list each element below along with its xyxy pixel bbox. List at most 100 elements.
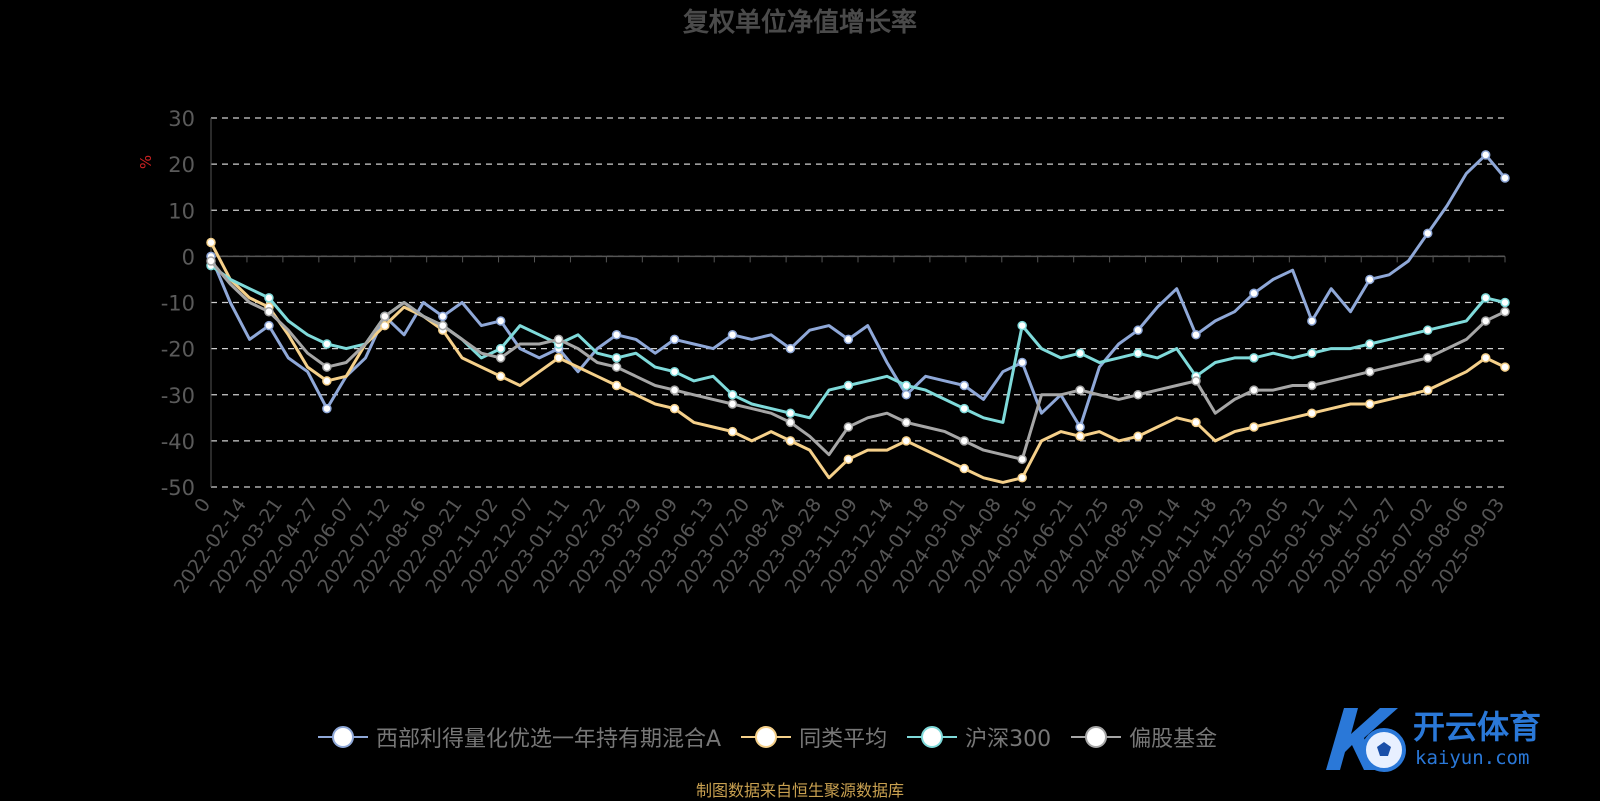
data-point[interactable] xyxy=(959,380,969,391)
data-point[interactable] xyxy=(206,256,216,266)
data-point[interactable] xyxy=(1480,293,1491,303)
data-point[interactable] xyxy=(1191,417,1201,428)
data-point[interactable] xyxy=(1075,348,1085,358)
data-point[interactable] xyxy=(1017,473,1027,483)
data-point[interactable] xyxy=(611,353,622,363)
data-point[interactable] xyxy=(380,320,390,331)
data-point[interactable] xyxy=(495,316,506,326)
data-point[interactable] xyxy=(264,306,274,317)
data-point[interactable] xyxy=(959,463,969,474)
legend-item-peer-average[interactable]: 同类平均 xyxy=(741,721,887,753)
y-axis-unit: % xyxy=(137,155,155,169)
data-point[interactable] xyxy=(264,320,274,331)
data-point[interactable] xyxy=(1365,366,1375,377)
data-point[interactable] xyxy=(901,390,912,400)
data-point[interactable] xyxy=(901,436,912,446)
data-point[interactable] xyxy=(380,311,390,322)
data-point[interactable] xyxy=(727,399,738,409)
line-chart: 复权单位净值增长率 % 3020100-10-20-30-40-5002022-… xyxy=(137,7,1510,597)
data-point[interactable] xyxy=(901,417,912,428)
legend-label-csi300: 沪深300 xyxy=(965,727,1052,752)
data-point[interactable] xyxy=(1017,357,1027,368)
data-point[interactable] xyxy=(1249,422,1259,432)
data-point[interactable] xyxy=(264,293,274,303)
data-point[interactable] xyxy=(1133,325,1143,335)
data-point[interactable] xyxy=(611,362,622,372)
data-point[interactable] xyxy=(901,380,912,391)
data-point[interactable] xyxy=(553,334,564,345)
data-point[interactable] xyxy=(553,353,564,363)
data-point[interactable] xyxy=(1480,316,1491,326)
data-point[interactable] xyxy=(669,366,680,377)
data-point[interactable] xyxy=(1480,353,1491,363)
data-point[interactable] xyxy=(1017,454,1027,465)
data-point[interactable] xyxy=(206,237,216,248)
data-point[interactable] xyxy=(843,422,854,432)
legend-item-equity-funds[interactable]: 偏股基金 xyxy=(1071,721,1217,753)
chart-title: 复权单位净值增长率 xyxy=(683,7,917,38)
data-point[interactable] xyxy=(785,436,796,446)
data-point[interactable] xyxy=(1365,274,1375,285)
data-point[interactable] xyxy=(1249,353,1259,363)
data-point[interactable] xyxy=(1500,362,1510,372)
data-point[interactable] xyxy=(438,311,448,322)
data-point[interactable] xyxy=(1075,422,1085,432)
data-point[interactable] xyxy=(611,330,622,340)
y-tick-label: -30 xyxy=(161,384,195,408)
data-point[interactable] xyxy=(438,320,448,331)
legend-label-peer-average: 同类平均 xyxy=(799,727,888,752)
data-point[interactable] xyxy=(1307,348,1317,358)
data-point[interactable] xyxy=(611,380,622,391)
data-point[interactable] xyxy=(1133,431,1143,442)
data-point[interactable] xyxy=(1500,297,1510,308)
data-point[interactable] xyxy=(322,376,332,386)
data-point[interactable] xyxy=(1500,306,1510,317)
data-point[interactable] xyxy=(785,408,796,418)
data-point[interactable] xyxy=(843,380,854,391)
data-point[interactable] xyxy=(1133,390,1143,400)
data-point[interactable] xyxy=(1422,228,1433,239)
series-line xyxy=(209,260,1506,461)
data-point[interactable] xyxy=(727,390,738,400)
data-point[interactable] xyxy=(495,353,506,363)
data-point[interactable] xyxy=(1249,385,1259,395)
data-point[interactable] xyxy=(1307,316,1317,326)
data-point[interactable] xyxy=(1075,431,1085,442)
data-point[interactable] xyxy=(727,426,738,437)
data-point[interactable] xyxy=(669,403,680,414)
data-point[interactable] xyxy=(1365,339,1375,349)
data-point[interactable] xyxy=(843,454,854,465)
data-point[interactable] xyxy=(959,436,969,446)
data-point[interactable] xyxy=(785,417,796,428)
data-point[interactable] xyxy=(669,334,680,345)
data-point[interactable] xyxy=(1480,150,1491,160)
legend-item-fund[interactable]: 西部利得量化优选一年持有期混合A xyxy=(318,721,721,753)
data-point[interactable] xyxy=(1422,325,1433,335)
data-point[interactable] xyxy=(669,385,680,395)
data-point[interactable] xyxy=(495,343,506,354)
data-point[interactable] xyxy=(959,403,969,414)
data-point[interactable] xyxy=(727,330,738,340)
data-point[interactable] xyxy=(1500,173,1510,183)
data-point[interactable] xyxy=(1191,376,1201,386)
series-line xyxy=(209,241,1506,484)
data-point[interactable] xyxy=(322,403,332,414)
data-point[interactable] xyxy=(495,371,506,382)
data-point[interactable] xyxy=(1133,348,1143,358)
data-point[interactable] xyxy=(1422,353,1433,363)
data-point[interactable] xyxy=(1249,288,1259,299)
legend-item-csi300[interactable]: 沪深300 xyxy=(907,721,1051,753)
data-point[interactable] xyxy=(1307,380,1317,391)
series-group xyxy=(206,260,1510,424)
data-point[interactable] xyxy=(1365,399,1375,409)
data-point[interactable] xyxy=(322,362,332,372)
data-point[interactable] xyxy=(1075,385,1085,395)
data-point[interactable] xyxy=(785,343,796,354)
data-point[interactable] xyxy=(843,334,854,345)
data-point[interactable] xyxy=(1307,408,1317,418)
data-point[interactable] xyxy=(322,339,332,349)
data-point[interactable] xyxy=(1191,330,1201,340)
data-point[interactable] xyxy=(1422,385,1433,395)
data-source-note: 制图数据来自恒生聚源数据库 xyxy=(695,781,904,800)
data-point[interactable] xyxy=(1017,320,1027,331)
